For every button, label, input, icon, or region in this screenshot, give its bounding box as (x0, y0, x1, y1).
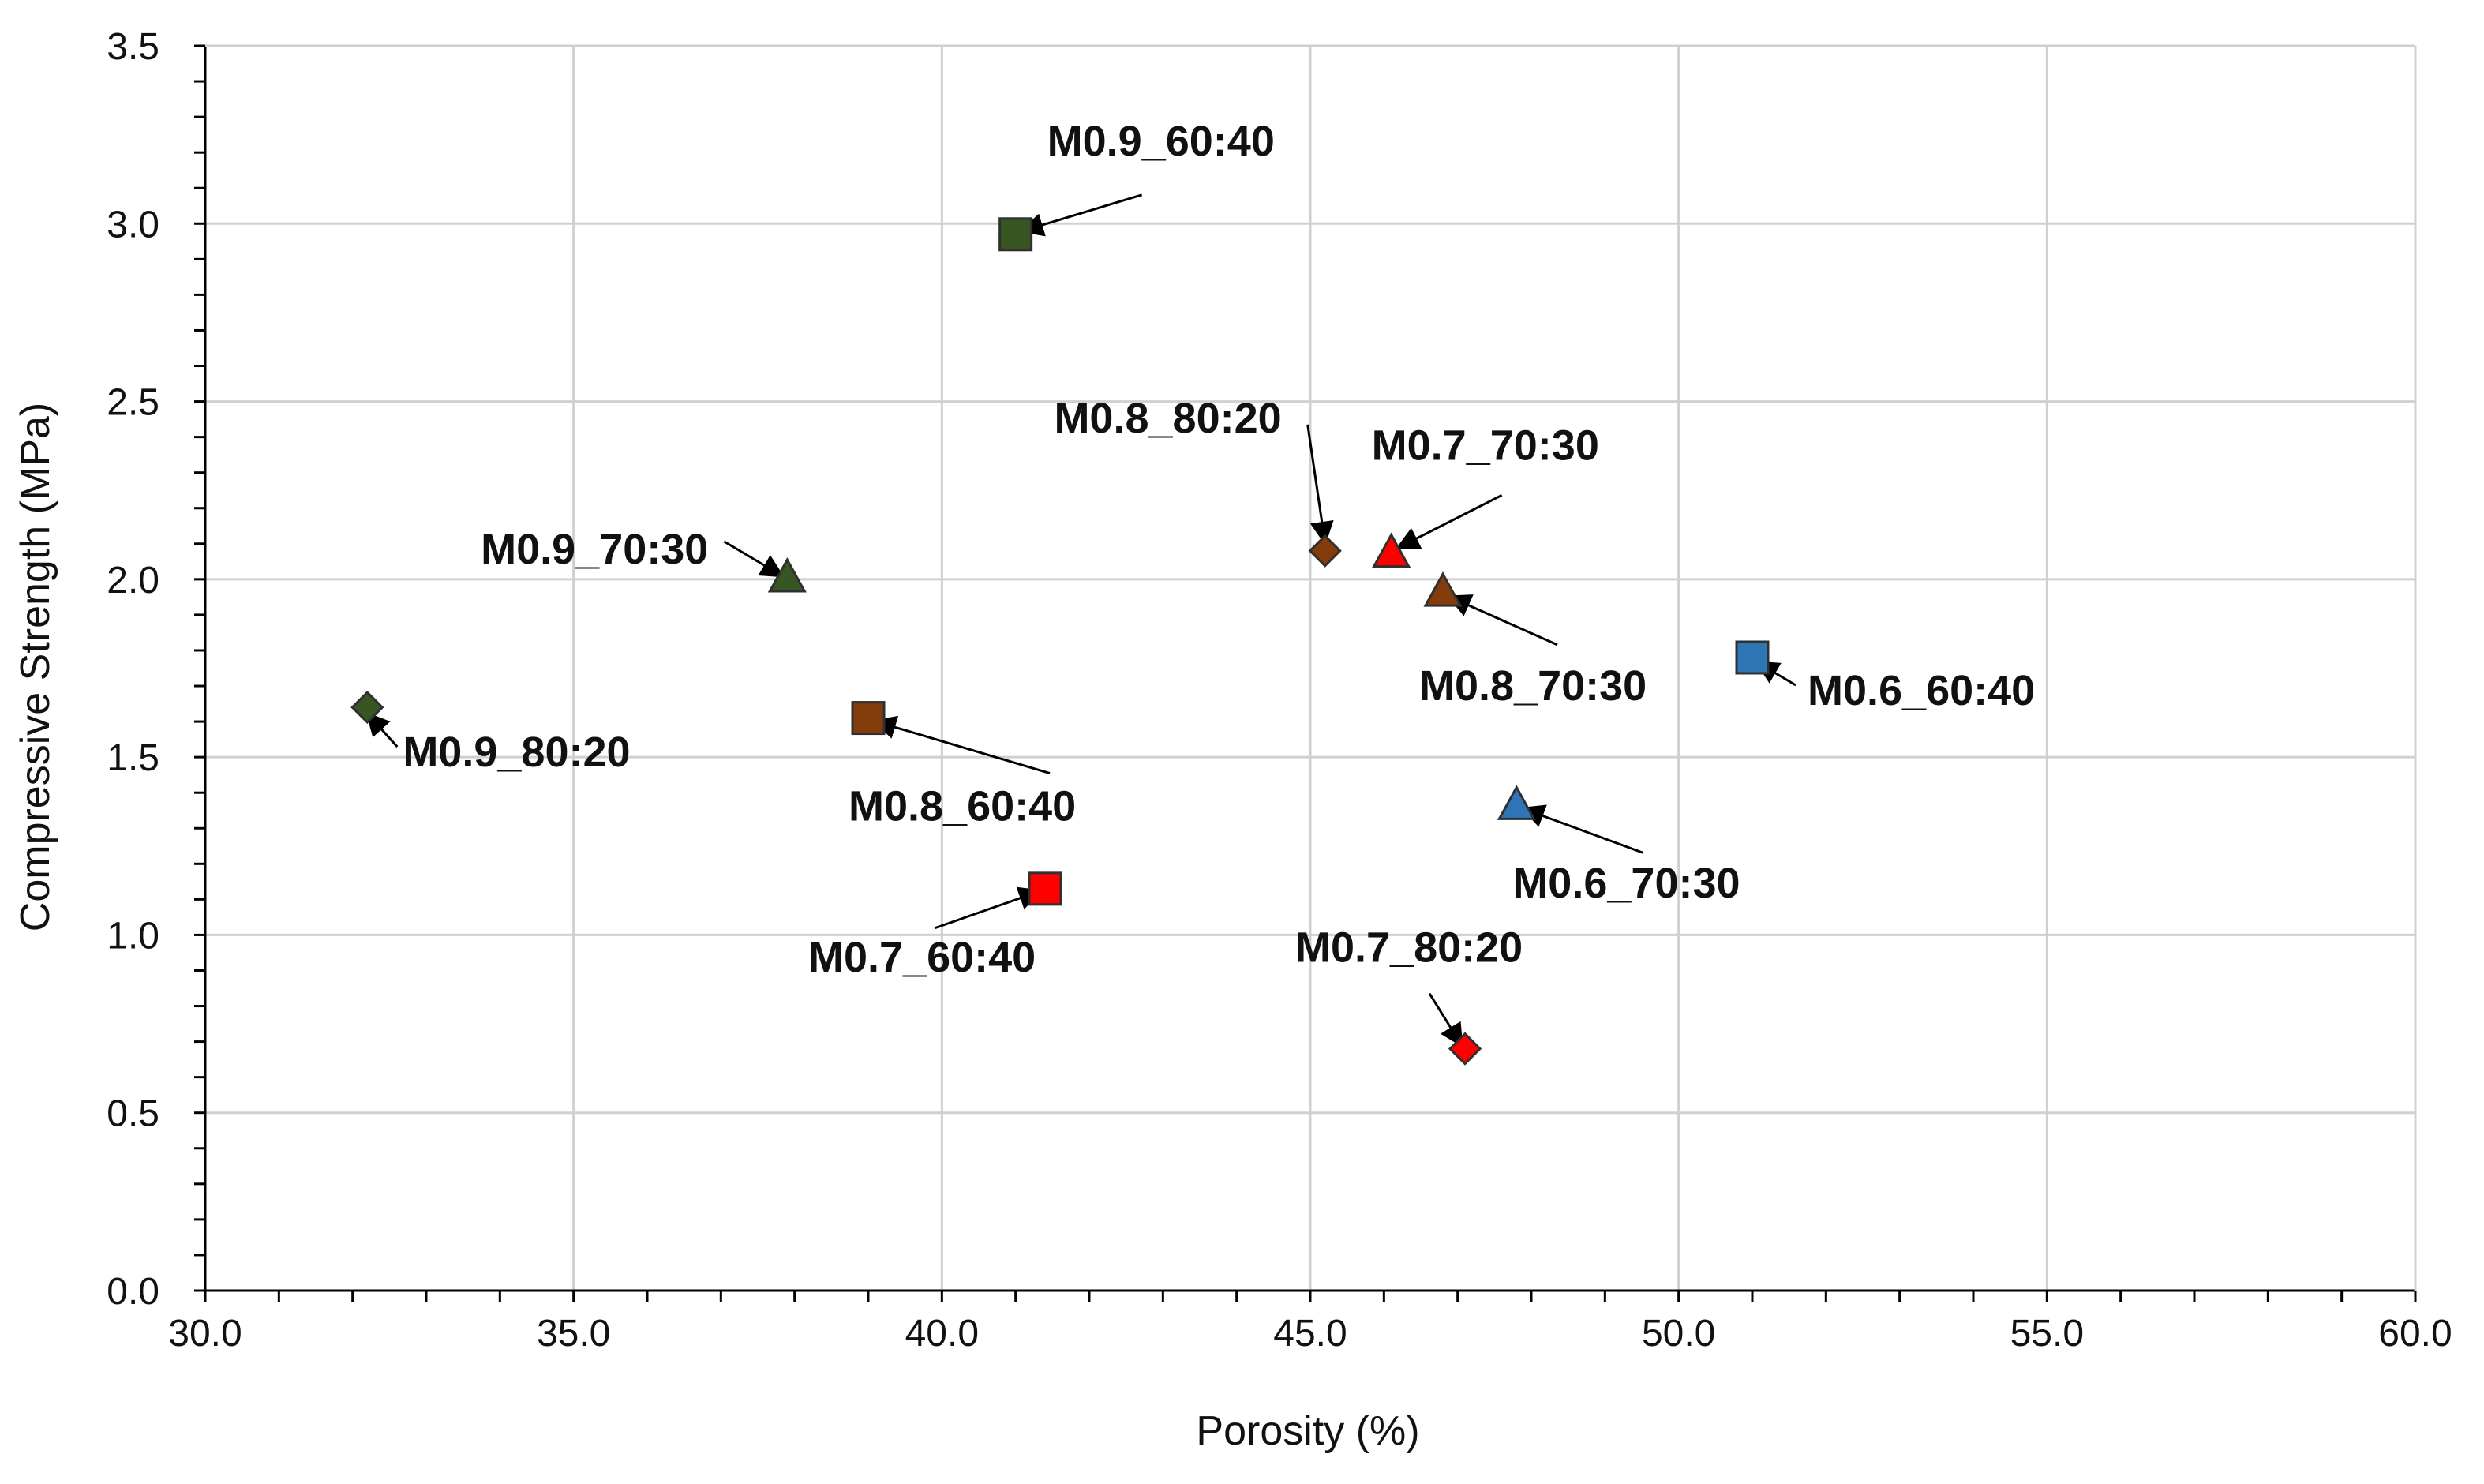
arrow-layer (365, 193, 1796, 1048)
marker-triangle (1372, 532, 1411, 568)
x-axis-title: Porosity (%) (1196, 1408, 1419, 1454)
annotation-arrow (1520, 804, 1643, 854)
y-tick-label: 3.5 (107, 26, 159, 68)
annotation-arrow (1447, 594, 1558, 646)
point-label: M0.9_70:30 (481, 526, 708, 573)
x-tick-label: 30.0 (168, 1313, 242, 1355)
marker-triangle (1497, 785, 1536, 820)
marker-diamond (1308, 534, 1342, 568)
y-tick-label: 0.5 (107, 1093, 159, 1135)
grid-layer (205, 44, 2417, 1291)
point-label: M0.6_60:40 (1808, 667, 2035, 714)
annotation-arrow (872, 715, 1051, 775)
marker-square (1735, 640, 1770, 675)
annotation-arrow (1019, 193, 1143, 237)
annotation-arrow (723, 540, 785, 578)
point-label: M0.8_70:30 (1419, 662, 1647, 710)
axis-layer: 30.0 35.0 40.0 45.0 50.0 55.0 60.0 0.0 0.5 1.0 1.5… (107, 26, 2452, 1355)
y-tick-label: 3.0 (107, 204, 159, 245)
y-axis-title: Compressive Strength (MPa) (13, 403, 58, 931)
x-tick-label: 55.0 (2010, 1313, 2084, 1355)
point-layer (350, 217, 1770, 1066)
point-label: M0.6_70:30 (1512, 860, 1740, 907)
marker-square (851, 701, 886, 736)
y-tick-label: 0.0 (107, 1271, 159, 1313)
annotation-arrow (934, 886, 1043, 930)
marker-triangle (1423, 571, 1463, 607)
annotation-arrow (1395, 493, 1503, 549)
point-label: M0.7_70:30 (1372, 422, 1599, 469)
annotation-arrow (1428, 992, 1463, 1048)
point-label: M0.8_80:20 (1054, 395, 1281, 442)
marker-diamond (350, 690, 384, 725)
annotation-arrow (1306, 424, 1334, 545)
annotation-arrow (365, 711, 399, 748)
point-label: M0.9_80:20 (403, 729, 630, 776)
marker-square (998, 217, 1033, 252)
x-tick-label: 35.0 (537, 1313, 610, 1355)
label-layer: M0.9_60:40 M0.9_70:30 M0.9_80:20 M0.8_60:40… (403, 118, 2035, 981)
x-tick-label: 45.0 (1273, 1313, 1347, 1355)
marker-diamond (1448, 1032, 1482, 1066)
point-label: M0.7_80:20 (1295, 924, 1523, 972)
point-label: M0.9_60:40 (1047, 118, 1275, 165)
y-tick-label: 2.0 (107, 560, 159, 601)
x-tick-label: 50.0 (1642, 1313, 1715, 1355)
y-tick-label: 2.5 (107, 382, 159, 424)
point-label: M0.7_60:40 (808, 934, 1036, 981)
marker-triangle (767, 556, 807, 593)
x-tick-label: 60.0 (2378, 1313, 2452, 1355)
point-label: M0.8_60:40 (849, 783, 1076, 830)
x-tick-label: 40.0 (905, 1313, 979, 1355)
y-tick-label: 1.5 (107, 737, 159, 779)
marker-square (1028, 871, 1062, 906)
y-tick-label: 1.0 (107, 915, 159, 957)
